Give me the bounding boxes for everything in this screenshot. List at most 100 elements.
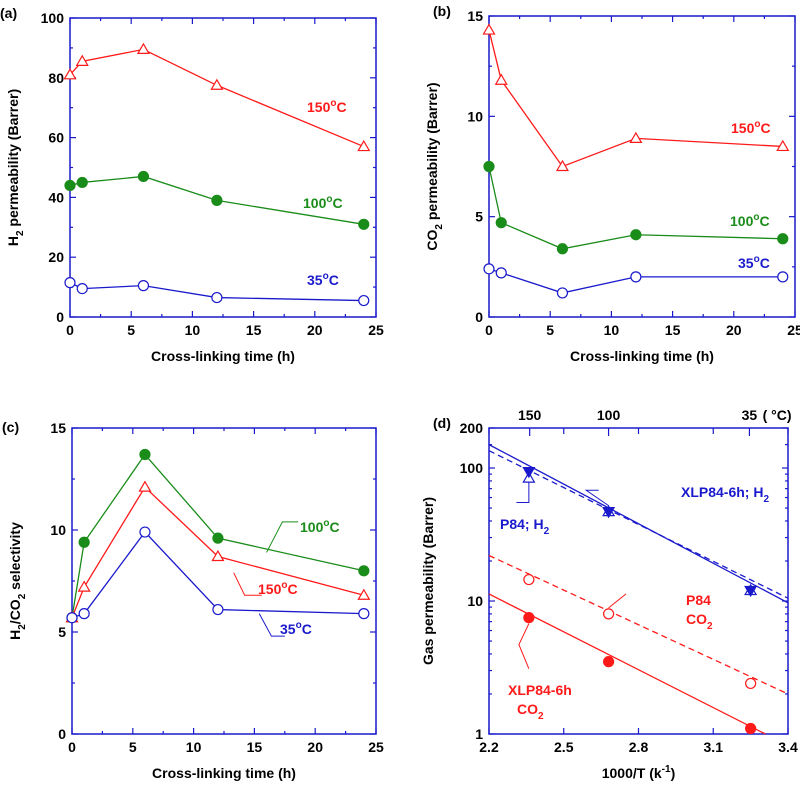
data-point bbox=[483, 160, 495, 173]
data-point bbox=[357, 588, 371, 600]
panel-label: (b) bbox=[433, 3, 451, 19]
data-point bbox=[745, 722, 757, 735]
data-point bbox=[136, 42, 150, 54]
data-point bbox=[77, 580, 91, 592]
data-point bbox=[358, 294, 370, 307]
x-tick-label: 20 bbox=[307, 322, 323, 338]
y-axis-label: Gas permeability (Barrer) bbox=[420, 497, 436, 665]
series-label: 150oC bbox=[258, 580, 298, 597]
subscript: 2 bbox=[538, 711, 544, 722]
callout-line bbox=[516, 482, 530, 504]
data-point bbox=[630, 229, 642, 241]
degree-mark: o bbox=[323, 271, 329, 282]
degree-mark: o bbox=[281, 580, 287, 591]
chart-panel-d: (d) 2.2 2.5 2.8 3.1 3.4 1 10 100 200 Gas permeabil… bbox=[420, 407, 798, 781]
degree-mark: o bbox=[754, 254, 760, 265]
data-point bbox=[630, 271, 642, 283]
series-label: 100oC bbox=[730, 212, 770, 229]
subscript: 2 bbox=[434, 224, 445, 230]
data-point bbox=[744, 585, 758, 598]
series-label-unit: C bbox=[329, 272, 339, 288]
x-tick-label: 0 bbox=[66, 322, 74, 338]
degree-mark: o bbox=[753, 212, 759, 223]
tspan: selectivity bbox=[7, 522, 23, 594]
tspan: ) bbox=[671, 765, 676, 781]
x-axis-label: Cross-linking time (h) bbox=[152, 765, 296, 781]
degree-mark: o bbox=[296, 620, 302, 631]
x-tick-label: 20 bbox=[726, 322, 742, 338]
x-tick-label: 5 bbox=[129, 739, 137, 755]
x-tick-label: 15 bbox=[665, 322, 681, 338]
subscript: 2 bbox=[17, 624, 28, 630]
y-tick-label: 0 bbox=[58, 726, 66, 742]
top-axis-tick-label: 150 bbox=[518, 407, 542, 423]
y-tick-label: 5 bbox=[58, 624, 66, 640]
data-point bbox=[482, 23, 496, 35]
tspan: CO bbox=[686, 611, 707, 627]
series-label-value: 150 bbox=[307, 99, 331, 115]
series-label-unit: C bbox=[760, 120, 770, 136]
data-point bbox=[210, 78, 224, 90]
data-point bbox=[211, 549, 225, 562]
degree-mark: o bbox=[330, 98, 336, 109]
y-tick-label: 0 bbox=[56, 309, 64, 325]
data-point bbox=[556, 243, 569, 255]
tspan: permeability (Barrer) bbox=[424, 82, 440, 224]
series-label-unit: C bbox=[336, 99, 346, 115]
y-tick-label: 60 bbox=[48, 130, 64, 146]
data-point bbox=[137, 170, 150, 183]
series-label: 35oC bbox=[738, 254, 770, 271]
x-axis-label: 1000/T (k-1) bbox=[602, 764, 676, 781]
y-tick-label: 10 bbox=[50, 522, 66, 538]
top-axis-tick-label: 35 bbox=[742, 407, 758, 423]
panel-label: (d) bbox=[433, 415, 451, 431]
y-tick-label: 5 bbox=[475, 209, 483, 225]
callout-line bbox=[233, 572, 262, 596]
tspan: CO bbox=[517, 701, 538, 717]
series-label: 150oC bbox=[731, 119, 771, 136]
x-tick-label: 10 bbox=[604, 322, 620, 338]
data-point bbox=[76, 176, 88, 189]
subscript: 2 bbox=[17, 593, 28, 599]
y-axis-label: CO2 permeability (Barrer) bbox=[424, 82, 445, 250]
data-point bbox=[64, 179, 76, 192]
panel-label: (a) bbox=[0, 5, 17, 21]
x-tick-label: 0 bbox=[68, 739, 76, 755]
top-axis-unit: ( °C) bbox=[763, 407, 792, 423]
x-tick-label: 25 bbox=[787, 322, 800, 338]
x-tick-label: 2.2 bbox=[479, 739, 499, 755]
y-tick-label: 10 bbox=[467, 593, 483, 609]
tspan: P84; H bbox=[500, 516, 544, 532]
data-point bbox=[602, 608, 615, 620]
x-axis-label: Cross-linking time (h) bbox=[151, 348, 295, 364]
x-tick-label: 20 bbox=[307, 739, 323, 755]
callout-line bbox=[584, 489, 609, 507]
series-line bbox=[69, 48, 365, 148]
top-axis-tick-label: 100 bbox=[597, 407, 621, 423]
callout-line bbox=[608, 593, 627, 609]
degree-mark: o bbox=[326, 194, 332, 205]
tspan: H bbox=[7, 630, 23, 640]
callout-line bbox=[518, 623, 530, 669]
y-tick-label: 200 bbox=[460, 420, 484, 436]
data-point bbox=[602, 656, 615, 668]
data-point bbox=[357, 139, 371, 152]
data-point bbox=[556, 287, 569, 299]
x-axis-label: Cross-linking time (h) bbox=[570, 348, 714, 364]
y-tick-label: 20 bbox=[48, 249, 64, 265]
series-label-value: 35 bbox=[280, 621, 296, 637]
x-tick-label: 10 bbox=[186, 739, 202, 755]
annotation-xlp84-co2: XLP84-6h bbox=[508, 682, 572, 698]
fit-line bbox=[488, 444, 789, 604]
series-label: 100oC bbox=[303, 194, 343, 211]
data-point bbox=[523, 573, 535, 586]
series-label: 35oC bbox=[307, 271, 339, 288]
data-point bbox=[745, 677, 757, 690]
x-tick-label: 25 bbox=[368, 322, 384, 338]
subscript: 2 bbox=[544, 526, 550, 537]
data-point bbox=[139, 448, 151, 461]
data-point bbox=[137, 280, 150, 292]
series-label-unit: C bbox=[332, 195, 342, 211]
annotation-xlp84-h2: XLP84-6h; H2 bbox=[681, 484, 769, 505]
